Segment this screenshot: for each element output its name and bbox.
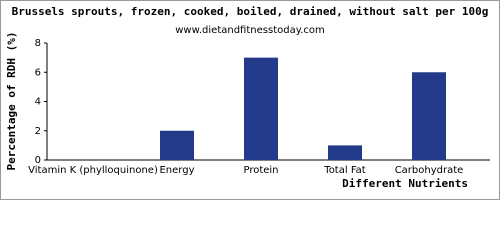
y-tick-label: 0 [35,155,41,166]
chart-subtitle: www.dietandfitnesstoday.com [175,25,324,36]
bar [244,57,278,160]
x-tick-label: Protein [243,165,278,176]
chart-title: Brussels sprouts, frozen, cooked, boiled… [12,5,489,18]
y-tick-label: 2 [35,126,41,137]
x-tick-label: Vitamin K (phylloquinone) [28,165,158,176]
y-tick-label: 4 [35,97,41,108]
x-tick-label: Energy [159,165,194,176]
bar [412,72,446,160]
chart: Brussels sprouts, frozen, cooked, boiled… [0,0,500,200]
x-tick-label: Carbohydrate [395,165,464,176]
bar [160,130,194,160]
y-tick-label: 6 [35,67,41,78]
bar [328,145,362,160]
x-tick-label: Total Fat [323,165,365,176]
y-tick-label: 8 [35,38,41,49]
y-axis-title: Percentage of RDH (%) [5,31,18,170]
x-axis-title: Different Nutrients [342,177,468,190]
